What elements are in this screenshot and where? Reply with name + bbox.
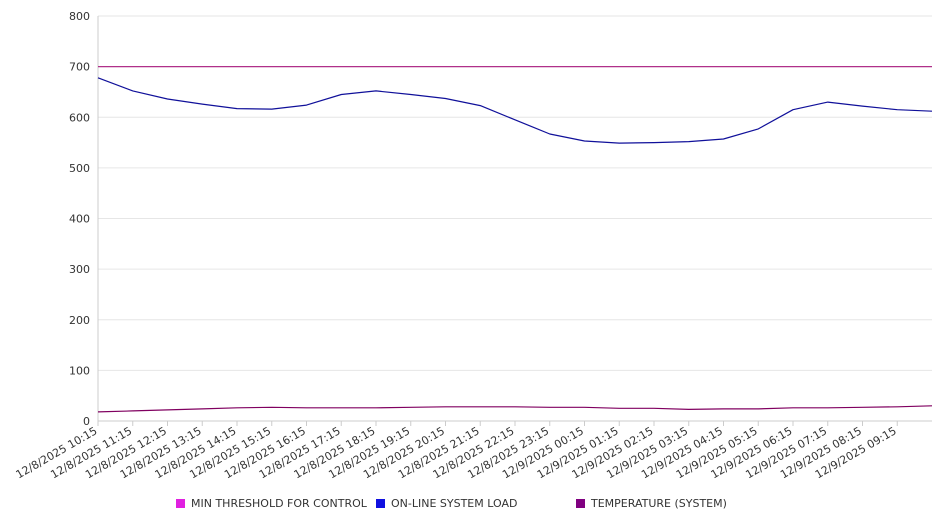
legend-item-temperature[interactable]: TEMPERATURE (SYSTEM) bbox=[576, 497, 727, 510]
legend-swatch-temperature bbox=[576, 499, 585, 508]
y-tick-label: 600 bbox=[69, 111, 90, 124]
legend: MIN THRESHOLD FOR CONTROL ON-LINE SYSTEM… bbox=[0, 497, 946, 517]
legend-label-temperature: TEMPERATURE (SYSTEM) bbox=[591, 497, 727, 510]
y-tick-label: 200 bbox=[69, 314, 90, 327]
legend-label-min-threshold: MIN THRESHOLD FOR CONTROL bbox=[191, 497, 367, 510]
y-tick-label: 500 bbox=[69, 162, 90, 175]
y-tick-label: 300 bbox=[69, 263, 90, 276]
series-line-temperature bbox=[97, 405, 933, 413]
legend-swatch-min-threshold bbox=[176, 499, 185, 508]
legend-item-min-threshold[interactable]: MIN THRESHOLD FOR CONTROL bbox=[176, 497, 367, 510]
series-line-system-load bbox=[97, 77, 933, 144]
y-tick-label: 0 bbox=[83, 415, 90, 428]
legend-item-system-load[interactable]: ON-LINE SYSTEM LOAD bbox=[376, 497, 517, 510]
y-tick-label: 400 bbox=[69, 213, 90, 226]
y-tick-label: 100 bbox=[69, 364, 90, 377]
y-tick-label: 700 bbox=[69, 61, 90, 74]
y-tick-label: 800 bbox=[69, 10, 90, 23]
legend-label-system-load: ON-LINE SYSTEM LOAD bbox=[391, 497, 518, 510]
legend-swatch-system-load bbox=[376, 499, 385, 508]
